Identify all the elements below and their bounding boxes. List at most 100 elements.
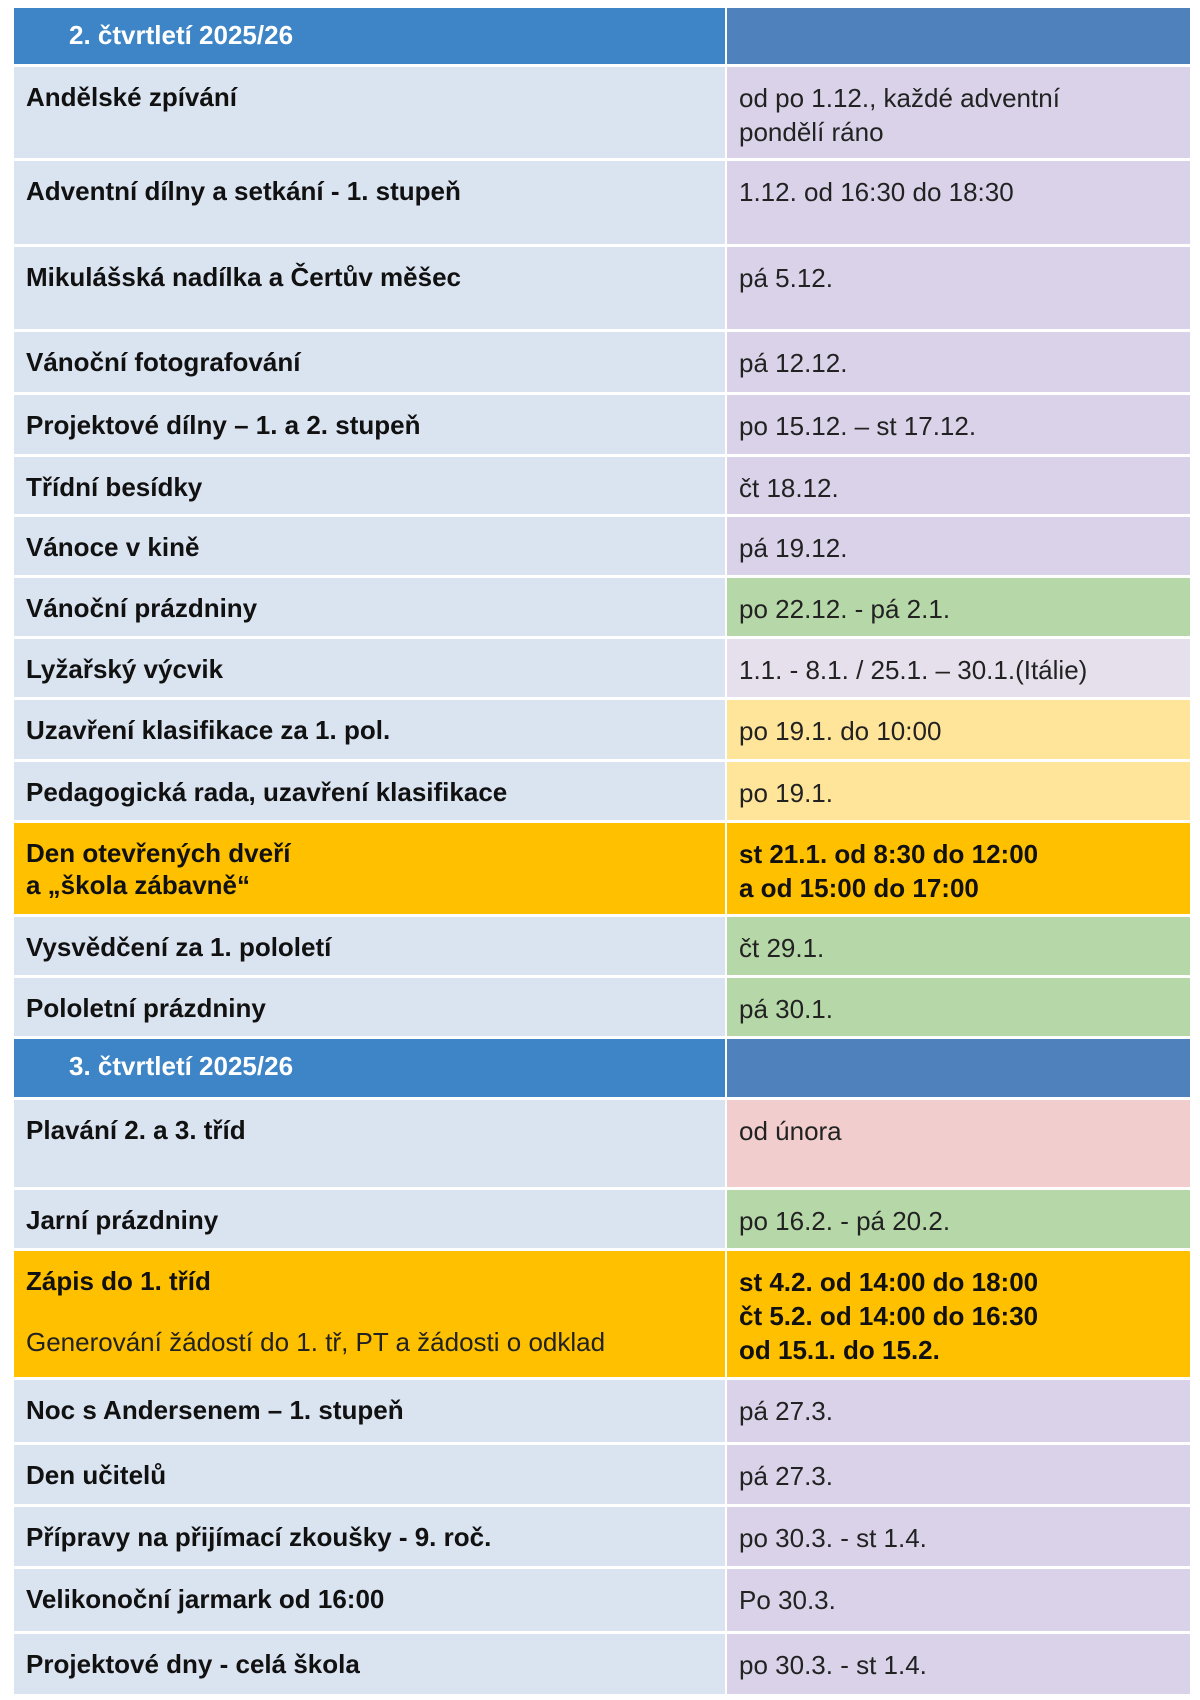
event-name: Pololetní prázdniny: [14, 978, 727, 1036]
event-date-line: po 19.1.: [739, 778, 833, 808]
event-date-line: pá 19.12.: [739, 533, 848, 563]
event-name-line: Lyžařský výcvik: [26, 654, 224, 684]
event-date-line: pá 30.1.: [739, 994, 833, 1024]
event-name-line: Zápis do 1. tříd: [26, 1266, 211, 1296]
event-date: pá 27.3.: [727, 1380, 1190, 1442]
event-date-line: po 30.3. - st 1.4.: [739, 1523, 927, 1553]
event-date: po 30.3. - st 1.4.: [727, 1507, 1190, 1566]
event-date-line: čt 18.12.: [739, 473, 839, 503]
table-row: Plavání 2. a 3. tříd od února: [14, 1100, 1190, 1190]
event-date: 1.1. - 8.1. / 25.1. – 30.1.(Itálie): [727, 639, 1190, 697]
event-name: Jarní prázdniny: [14, 1190, 727, 1248]
event-name: Den otevřených dveří a „škola zábavně“: [14, 823, 727, 914]
event-date: pá 27.3.: [727, 1445, 1190, 1504]
event-date-line: od února: [739, 1116, 842, 1146]
table-row: Lyžařský výcvik 1.1. - 8.1. / 25.1. – 30.…: [14, 639, 1190, 700]
section-header-blank: [727, 1039, 1190, 1097]
event-name: Projektové dny - celá škola: [14, 1634, 727, 1694]
section-title: 3. čtvrtletí 2025/26: [14, 1039, 727, 1097]
table-row: Pedagogická rada, uzavření klasifikace po…: [14, 762, 1190, 823]
event-date-line: pá 5.12.: [739, 263, 833, 293]
section-header-q2: 2. čtvrtletí 2025/26: [14, 8, 1190, 67]
event-name: Pedagogická rada, uzavření klasifikace: [14, 762, 727, 820]
event-date: čt 29.1.: [727, 917, 1190, 975]
table-row: Vánoční prázdniny po 22.12. - pá 2.1.: [14, 578, 1190, 639]
event-name-line: Mikulášská nadílka a Čertův měšec: [26, 262, 462, 292]
event-name-line: Andělské zpívání: [26, 82, 237, 112]
event-name-line: Pedagogická rada, uzavření klasifikace: [26, 777, 508, 807]
event-name-line: Jarní prázdniny: [26, 1205, 219, 1235]
event-date-line: 1.12. od 16:30 do 18:30: [739, 177, 1014, 207]
event-name: Přípravy na přijímací zkoušky - 9. roč.: [14, 1507, 727, 1566]
event-name-line: a „škola zábavně“: [26, 870, 250, 900]
event-name-line: Plavání 2. a 3. tříd: [26, 1115, 246, 1145]
event-date: pá 30.1.: [727, 978, 1190, 1036]
event-date: st 21.1. od 8:30 do 12:00 a od 15:00 do 1…: [727, 823, 1190, 914]
event-date-line: Po 30.3.: [739, 1585, 836, 1615]
event-name: Den učitelů: [14, 1445, 727, 1504]
event-name-line: Den otevřených dveří: [26, 838, 291, 868]
section-header-blank: [727, 8, 1190, 64]
event-name-line: Přípravy na přijímací zkoušky - 9. roč.: [26, 1522, 492, 1552]
school-calendar-table: 2. čtvrtletí 2025/26 Andělské zpívání od …: [14, 8, 1190, 1697]
event-date: po 22.12. - pá 2.1.: [727, 578, 1190, 636]
event-date: od po 1.12., každé adventní pondělí ráno: [727, 67, 1190, 158]
event-name-line: Vánoční prázdniny: [26, 593, 258, 623]
event-name-line: Vánoční fotografování: [26, 347, 301, 377]
event-date: 1.12. od 16:30 do 18:30: [727, 161, 1190, 244]
event-name-line: Projektové dny - celá škola: [26, 1649, 360, 1679]
event-date: po 19.1. do 10:00: [727, 700, 1190, 759]
event-name: Vysvědčení za 1. pololetí: [14, 917, 727, 975]
event-date-line: pá 27.3.: [739, 1461, 833, 1491]
event-date-line: a od 15:00 do 17:00: [739, 873, 979, 903]
event-name-line: Třídní besídky: [26, 472, 203, 502]
event-date: po 16.2. - pá 20.2.: [727, 1190, 1190, 1248]
event-date: po 30.3. - st 1.4.: [727, 1634, 1190, 1694]
section-header-q3: 3. čtvrtletí 2025/26: [14, 1039, 1190, 1100]
event-date: Po 30.3.: [727, 1569, 1190, 1631]
event-date-line: po 19.1. do 10:00: [739, 716, 942, 746]
event-date-line: 1.1. - 8.1. / 25.1. – 30.1.(Itálie): [739, 655, 1088, 685]
event-name: Třídní besídky: [14, 457, 727, 514]
event-date: pá 12.12.: [727, 332, 1190, 392]
event-date-line: st 4.2. od 14:00 do 18:00: [739, 1267, 1039, 1297]
event-name-line: Uzavření klasifikace za 1. pol.: [26, 715, 391, 745]
table-row: Jarní prázdniny po 16.2. - pá 20.2.: [14, 1190, 1190, 1251]
event-name: Zápis do 1. tříd Generování žádostí do 1.…: [14, 1251, 727, 1377]
event-date-line: po 22.12. - pá 2.1.: [739, 594, 951, 624]
event-name-line: Projektové dílny – 1. a 2. stupeň: [26, 410, 421, 440]
table-row: Den učitelů pá 27.3.: [14, 1445, 1190, 1507]
event-name-line: Noc s Andersenem – 1. stupeň: [26, 1395, 404, 1425]
event-name: Velikonoční jarmark od 16:00: [14, 1569, 727, 1631]
event-name-line: Velikonoční jarmark od 16:00: [26, 1584, 385, 1614]
event-name-line: Vysvědčení za 1. pololetí: [26, 932, 332, 962]
event-name: Uzavření klasifikace za 1. pol.: [14, 700, 727, 759]
event-date: od února: [727, 1100, 1190, 1187]
event-date-line: pondělí ráno: [739, 117, 884, 147]
event-date: po 15.12. – st 17.12.: [727, 395, 1190, 454]
event-name-line: Pololetní prázdniny: [26, 993, 266, 1023]
event-date-line: čt 29.1.: [739, 933, 825, 963]
event-date-line: čt 5.2. od 14:00 do 16:30: [739, 1301, 1039, 1331]
table-row: Vysvědčení za 1. pololetí čt 29.1.: [14, 917, 1190, 978]
event-name-line: Adventní dílny a setkání - 1. stupeň: [26, 176, 461, 206]
event-name: Noc s Andersenem – 1. stupeň: [14, 1380, 727, 1442]
event-name: Lyžařský výcvik: [14, 639, 727, 697]
event-date-line: po 30.3. - st 1.4.: [739, 1650, 927, 1680]
event-date-line: po 15.12. – st 17.12.: [739, 411, 977, 441]
table-row: Vánoční fotografování pá 12.12.: [14, 332, 1190, 395]
event-date: čt 18.12.: [727, 457, 1190, 514]
section-title: 2. čtvrtletí 2025/26: [14, 8, 727, 64]
table-row: Velikonoční jarmark od 16:00 Po 30.3.: [14, 1569, 1190, 1634]
table-row: Přípravy na přijímací zkoušky - 9. roč. p…: [14, 1507, 1190, 1569]
event-name: Andělské zpívání: [14, 67, 727, 158]
event-date: pá 5.12.: [727, 247, 1190, 329]
table-row: Mikulášská nadílka a Čertův měšec pá 5.12…: [14, 247, 1190, 332]
event-date: po 19.1.: [727, 762, 1190, 820]
table-row: Uzavření klasifikace za 1. pol. po 19.1. …: [14, 700, 1190, 762]
event-name: Vánoční fotografování: [14, 332, 727, 392]
event-name: Projektové dílny – 1. a 2. stupeň: [14, 395, 727, 454]
table-row: Pololetní prázdniny pá 30.1.: [14, 978, 1190, 1039]
event-name: Vánoční prázdniny: [14, 578, 727, 636]
event-date: st 4.2. od 14:00 do 18:00 čt 5.2. od 14:0…: [727, 1251, 1190, 1377]
